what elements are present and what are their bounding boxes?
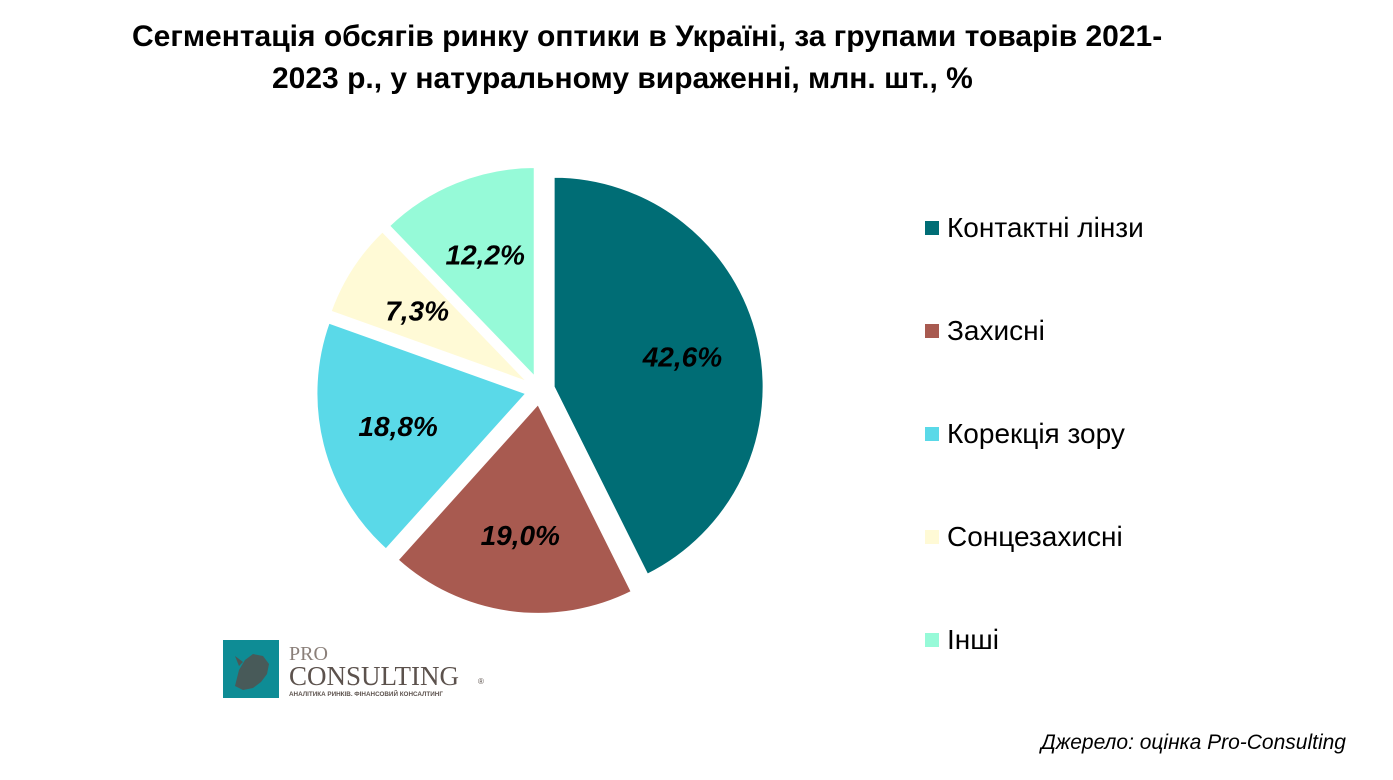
logo-rhino-icon (235, 654, 269, 690)
legend-label: Сонцезахисні (947, 520, 1123, 552)
pie-slice (315, 321, 529, 551)
pie-data-label: 12,2% (446, 239, 525, 270)
legend-swatch (925, 323, 939, 338)
svg-text:®: ® (478, 677, 484, 686)
legend-item: Контактні лінзи (925, 176, 1144, 279)
legend-item: Захисні (925, 279, 1144, 382)
logo-pro-text: PRO (289, 643, 328, 665)
pie-data-label: 42,6% (642, 341, 722, 372)
legend-item: Корекція зору (925, 382, 1144, 485)
pie-data-label: 7,3% (385, 296, 449, 327)
source-note: Джерело: оцінка Pro-Consulting (1040, 731, 1346, 754)
legend-swatch (925, 632, 939, 647)
pie-data-label: 19,0% (481, 520, 560, 551)
pie-slice (396, 402, 634, 615)
chart-title: Сегментація обсягів ринку оптики в Украї… (120, 16, 1320, 100)
chart-title-line-1: Сегментація обсягів ринку оптики в Украї… (132, 20, 1163, 53)
legend-item: Інші (925, 588, 1144, 691)
pie-slice (329, 229, 529, 384)
legend-swatch (925, 220, 939, 235)
logo-tagline: АНАЛІТИКА РИНКІВ. ФІНАНСОВИЙ КОНСАЛТИНГ (289, 689, 443, 698)
chart-legend: Контактні лінзи Захисні Корекція зору Сонце… (925, 176, 1144, 691)
pie-slice (552, 175, 765, 577)
legend-swatch (925, 426, 939, 441)
pie-slice (387, 166, 536, 380)
pie-data-label: 18,8% (358, 411, 437, 442)
legend-label: Захисні (947, 314, 1045, 346)
pro-consulting-logo: PRO CONSULTING ® АНАЛІТИКА РИНКІВ. ФІНАН… (223, 640, 484, 698)
logo-consulting-text: CONSULTING (289, 661, 459, 691)
legend-item: Сонцезахисні (925, 485, 1144, 588)
legend-label: Інші (947, 623, 999, 655)
chart-title-line-2: 2023 р., у натуральному вираженні, млн. … (272, 62, 973, 95)
legend-swatch (925, 529, 939, 544)
legend-label: Корекція зору (947, 417, 1125, 449)
legend-label: Контактні лінзи (947, 211, 1144, 243)
